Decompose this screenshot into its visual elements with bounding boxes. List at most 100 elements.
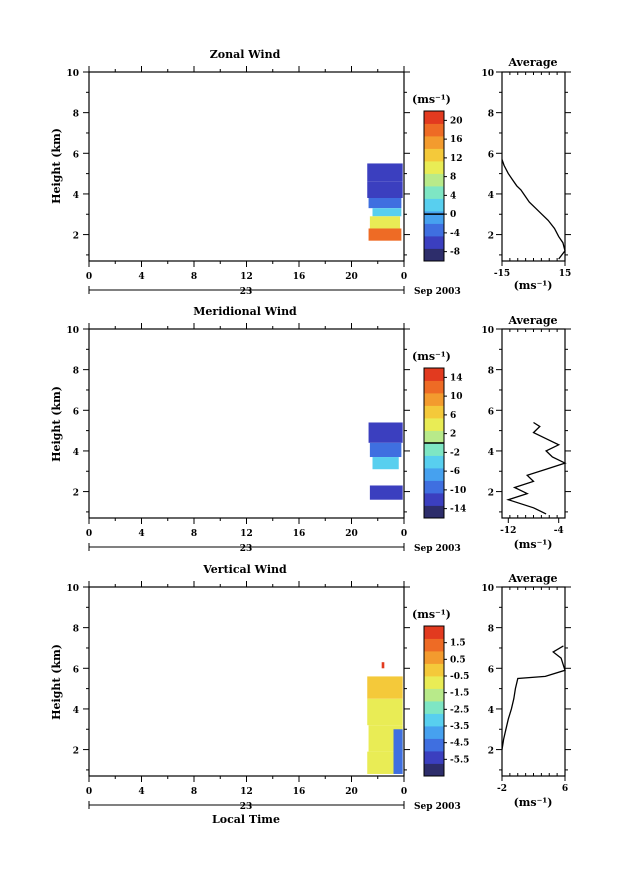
- colorbar-zonal: 20 16 12 8 4 0 -4 -8: [423, 110, 463, 262]
- y-tick-label: 4: [73, 191, 79, 201]
- colorbar-tick-label: 6: [450, 411, 456, 421]
- y-ticks-zonal: 2 2 4 4 6 6 8 8 10 10: [66, 69, 571, 256]
- colorbar-segment: [424, 161, 444, 174]
- x-tick-label: 8: [191, 529, 197, 539]
- avg-title-meridional: Average: [507, 314, 557, 327]
- colorbar-segment: [424, 480, 444, 494]
- y-ticks-meridional: 2 2 4 4 6 6 8 8 10 10: [66, 326, 571, 513]
- colorbar-segment: [424, 443, 444, 456]
- heatmap-cells-meridional: [368, 422, 403, 500]
- colorbar-tick-label: 20: [450, 116, 463, 126]
- colorbar-segment: [424, 651, 444, 664]
- main-plot-frame-vertical: [88, 586, 405, 777]
- colorbar-unit-meridional: (ms⁻¹): [412, 350, 451, 363]
- y-axis-label-meridional: Height (km): [50, 386, 63, 462]
- y-tick-label: 6: [73, 665, 79, 675]
- day-label-meridional: 23: [240, 544, 253, 554]
- colorbar-segment: [424, 676, 444, 689]
- heatmap-block: [367, 698, 403, 726]
- heatmap-block: [368, 198, 402, 209]
- heatmap-block: [369, 442, 402, 458]
- avg-y-tick-label: 2: [488, 489, 494, 499]
- colorbar-tick-label: 8: [450, 173, 456, 183]
- colorbar-segment: [424, 726, 444, 739]
- colorbar-segment: [424, 198, 444, 212]
- colorbar-tick-label: 0.5: [450, 655, 466, 665]
- colorbar-segment: [424, 505, 444, 519]
- x-ticks-zonal: 0 4 8 12 16 20 0: [86, 66, 407, 294]
- x-tick-label: 20: [345, 529, 358, 539]
- avg-y-tick-label: 10: [481, 69, 494, 79]
- heatmap-block: [372, 208, 402, 217]
- date-label-zonal: Sep 2003: [414, 287, 461, 297]
- x-tick-label: 0: [86, 272, 92, 282]
- avg-profile-line: [501, 645, 566, 750]
- x-tick-label: 8: [191, 787, 197, 797]
- colorbar-segment: [424, 368, 444, 381]
- x-tick-label: 12: [240, 787, 253, 797]
- colorbar-segment: [424, 223, 444, 237]
- colorbar-segment: [424, 186, 444, 199]
- colorbar-tick-label: 1.5: [450, 639, 466, 649]
- x-tick-label: 12: [240, 272, 253, 282]
- panel-meridional: Meridional Wind 2 24 46 68 810 10 0 4 8 12 16 20 0 …: [50, 305, 571, 554]
- avg-profile-line: [506, 421, 567, 515]
- colorbar-segment: [424, 638, 444, 652]
- colorbar-segment: [424, 430, 444, 444]
- colorbar-tick-label: -8: [450, 248, 460, 258]
- colorbar-tick-label: -1.5: [450, 689, 469, 699]
- panel-title-meridional: Meridional Wind: [193, 305, 297, 318]
- x-tick-label: 12: [240, 529, 253, 539]
- x-tick-label: 8: [191, 272, 197, 282]
- x-tick-label: 0: [401, 787, 407, 797]
- heatmap-block: [369, 485, 403, 500]
- colorbar-tick-label: 12: [450, 154, 463, 164]
- avg-y-tick-label: 4: [488, 191, 494, 201]
- date-label-meridional: Sep 2003: [414, 544, 461, 554]
- colorbar-tick-label: -0.5: [450, 672, 469, 682]
- colorbar-meridional: 14 10 6 2 -2 -6 -10 -14: [423, 367, 466, 519]
- colorbar-vertical: 1.5 0.5 -0.5 -1.5 -2.5 -3.5 -4.5 -5.5: [423, 625, 469, 777]
- avg-plot-frame-meridional: [501, 328, 566, 519]
- heatmap-block: [372, 457, 399, 470]
- colorbar-unit-zonal: (ms⁻¹): [412, 93, 451, 106]
- colorbar-segment: [424, 455, 444, 469]
- x-tick-label: 16: [293, 272, 306, 282]
- avg-plot-frame-zonal: [501, 71, 566, 262]
- panel-title-vertical: Vertical Wind: [202, 563, 287, 576]
- x-tick-label: 0: [401, 529, 407, 539]
- avg-profile-zonal: -15 15: [494, 72, 571, 279]
- y-tick-label: 10: [66, 584, 79, 594]
- avg-y-tick-label: 2: [488, 232, 494, 242]
- y-axis-label-zonal: Height (km): [50, 128, 63, 204]
- heatmap-block: [369, 216, 401, 229]
- avg-title-vertical: Average: [507, 572, 557, 585]
- colorbar-unit-vertical: (ms⁻¹): [412, 608, 451, 621]
- avg-xlabel-zonal: (ms⁻¹): [514, 279, 553, 292]
- avg-x-tick-label: -15: [494, 269, 510, 279]
- colorbar-segment: [424, 111, 444, 124]
- colorbar-segment: [424, 763, 444, 777]
- colorbar-segment: [424, 688, 444, 702]
- colorbar-segment: [424, 248, 444, 262]
- y-tick-label: 4: [73, 706, 79, 716]
- y-axis-label-vertical: Height (km): [50, 644, 63, 720]
- colorbar-tick-label: -4: [450, 229, 460, 239]
- avg-x-tick-label: -2: [497, 784, 507, 794]
- x-tick-label: 0: [86, 529, 92, 539]
- colorbar-tick-label: 10: [450, 392, 463, 402]
- x-axis-label: Local Time: [212, 813, 280, 826]
- colorbar-segment: [424, 663, 444, 677]
- panel-vertical: Vertical Wind 2 2 4 4 6 6 8 8 10 10 0 4 8 12 16 20 0 He…: [50, 563, 571, 826]
- x-tick-label: 20: [345, 787, 358, 797]
- y-tick-label: 8: [73, 625, 79, 635]
- colorbar-tick-label: -4.5: [450, 739, 469, 749]
- colorbar-tick-label: -2: [450, 448, 460, 458]
- y-tick-label: 2: [73, 489, 79, 499]
- heatmap-cells-vertical: [367, 662, 403, 774]
- x-tick-label: 20: [345, 272, 358, 282]
- colorbar-tick-label: 2: [450, 430, 456, 440]
- day-label-zonal: 23: [240, 287, 253, 297]
- main-plot-frame-zonal: [88, 71, 405, 262]
